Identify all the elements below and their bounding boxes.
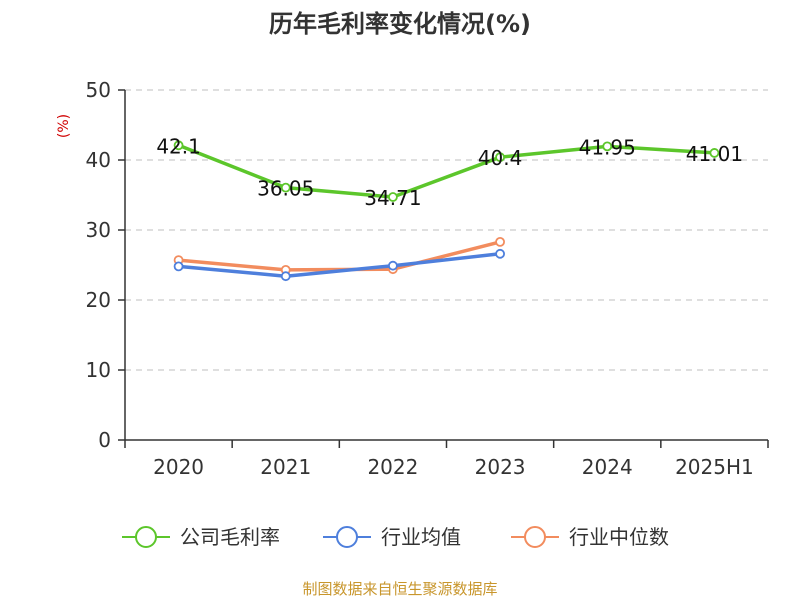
data-label: 41.95: [579, 135, 636, 159]
y-tick-label: 50: [86, 78, 111, 102]
data-point: [173, 140, 184, 151]
legend-item-2[interactable]: 行业均值: [323, 525, 461, 549]
x-tick-label: 2025H1: [675, 455, 754, 479]
series-lines: [173, 140, 720, 282]
grid-lines: [125, 89, 768, 371]
x-tick-label: 2020: [153, 455, 204, 479]
legend-marker-icon: [135, 526, 157, 548]
x-tick-label: 2022: [367, 455, 418, 479]
data-label: 36.05: [257, 177, 314, 201]
y-tick-label: 0: [98, 428, 111, 452]
legend-marker-icon: [524, 526, 546, 548]
series-line-3: [178, 240, 501, 272]
y-tick-label: 10: [86, 358, 111, 382]
data-point: [388, 260, 398, 271]
y-tick-label: 20: [86, 288, 111, 312]
data-point: [709, 148, 720, 158]
legend[interactable]: 公司毛利率 行业均值 行业中位数: [122, 525, 669, 549]
legend-label: 行业中位数: [569, 525, 669, 549]
legend-label: 行业均值: [381, 525, 461, 549]
legend-item-3[interactable]: 行业中位数: [511, 525, 669, 549]
legend-marker-icon: [336, 526, 358, 548]
data-point: [173, 261, 184, 272]
chart-title: 历年毛利率变化情况(%): [269, 10, 531, 38]
data-labels: 42.1 36.05 34.71 40.4 41.95 41.01: [156, 134, 743, 210]
data-label: 40.4: [478, 146, 523, 170]
data-point: [495, 248, 505, 259]
data-point: [495, 236, 505, 247]
legend-label: 公司毛利率: [180, 525, 280, 549]
data-label: 41.01: [686, 142, 743, 166]
x-tick-label: 2024: [582, 455, 633, 479]
data-label: 34.71: [364, 186, 421, 210]
data-point: [495, 152, 505, 163]
legend-item-1[interactable]: 公司毛利率: [122, 525, 280, 549]
data-point: [280, 182, 291, 193]
x-tick-label: 2021: [260, 455, 311, 479]
y-tick-label: 40: [86, 148, 111, 172]
source-note: 制图数据来自恒生聚源数据库: [302, 580, 497, 598]
series-line-1: [177, 143, 715, 199]
series-line-2: [178, 252, 501, 278]
data-point: [602, 141, 613, 152]
data-point: [280, 271, 291, 282]
y-axis-unit: (%): [56, 114, 72, 138]
data-point: [388, 192, 398, 202]
axes: 0 10 20 30 40 50 2020 2021 2022 2023 2024 2025H1: [86, 78, 769, 479]
data-label: 42.1: [156, 134, 201, 158]
x-tick-label: 2023: [475, 455, 526, 479]
y-tick-label: 30: [86, 218, 111, 242]
